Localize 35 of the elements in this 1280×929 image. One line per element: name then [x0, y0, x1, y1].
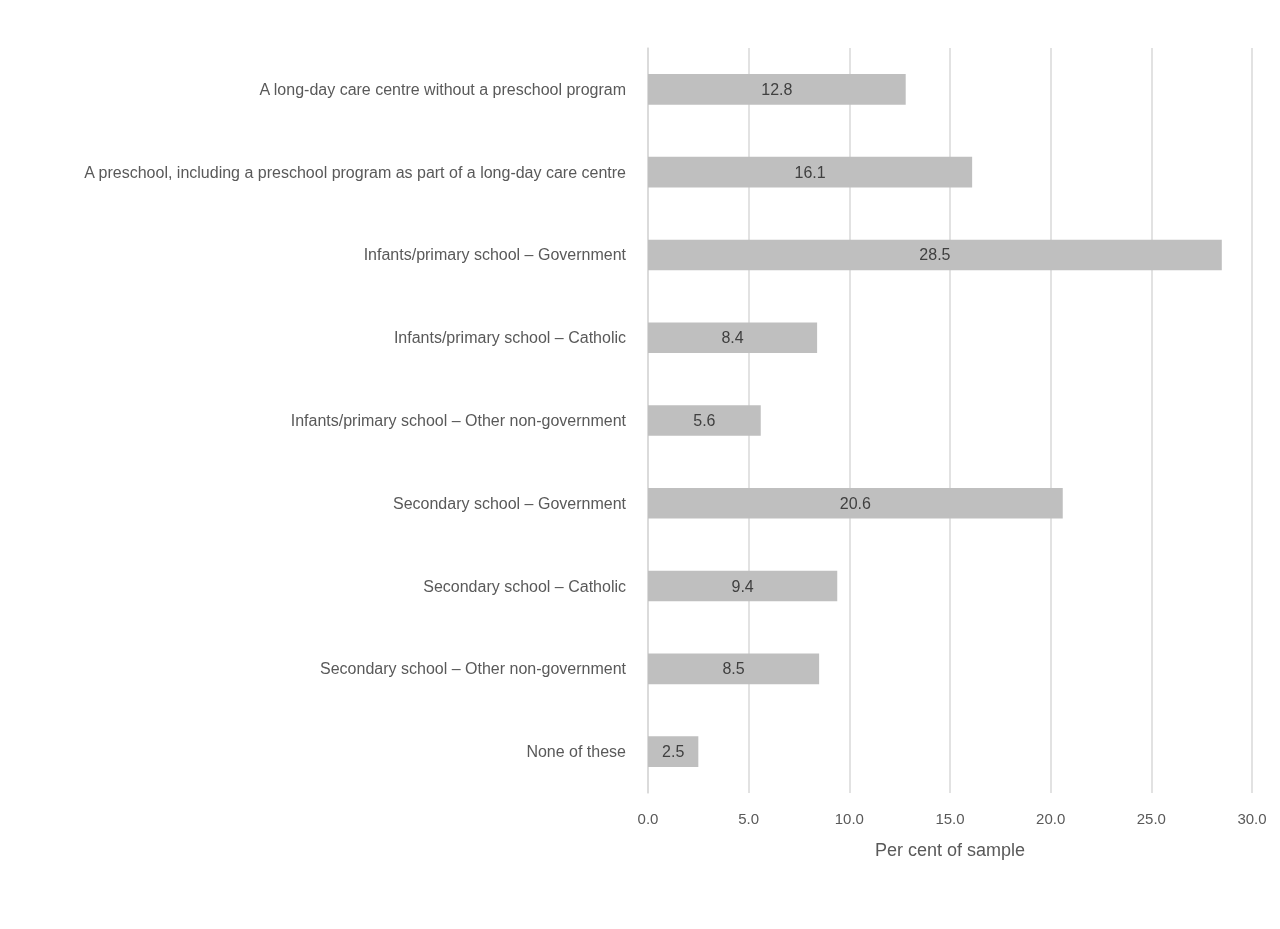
- bar: [648, 239, 1222, 271]
- x-tick-label: 0.0: [637, 810, 659, 827]
- y-tick-label: A preschool, including a preschool program as part of a long-day care centre: [84, 163, 627, 181]
- x-axis-title: Per cent of sample: [874, 840, 1026, 860]
- data-label: 20.6: [839, 494, 872, 512]
- bar: [648, 570, 838, 602]
- bar: [648, 487, 1063, 519]
- y-tick-label: Secondary school – Other non-government: [320, 660, 627, 678]
- data-label: 2.5: [662, 743, 685, 761]
- x-tick-label: 15.0: [935, 810, 965, 827]
- bar: [648, 736, 699, 767]
- y-tick-label: Infants/primary school – Catholic: [393, 329, 626, 347]
- data-label: 9.4: [731, 577, 754, 595]
- y-tick-label: Infants/primary school – Other non-government: [290, 412, 627, 429]
- bar: [648, 405, 761, 436]
- y-tick-label: Secondary school – Government: [392, 494, 627, 512]
- y-tick-label: Secondary school – Catholic: [423, 577, 626, 595]
- y-tick-label: None of these: [526, 743, 627, 761]
- x-tick-label: 5.0: [738, 810, 760, 827]
- x-tick-label: 20.0: [1036, 810, 1066, 827]
- x-tick-label: 25.0: [1136, 810, 1166, 827]
- y-tick-label: A long-day care centre without a preschool program: [259, 80, 626, 98]
- data-label: 16.1: [794, 163, 826, 181]
- x-tick-label: 10.0: [834, 810, 864, 827]
- data-label: 28.5: [919, 246, 951, 264]
- bar: [648, 156, 973, 188]
- bar: [648, 653, 820, 685]
- x-tick-label: 30.0: [1237, 810, 1267, 827]
- data-label: 8.5: [722, 660, 745, 678]
- y-tick-label: Infants/primary school – Government: [363, 246, 627, 264]
- bar: [648, 74, 906, 105]
- data-label: 12.8: [761, 80, 793, 98]
- bar: [648, 322, 818, 354]
- data-label: 5.6: [693, 412, 716, 429]
- data-label: 8.4: [721, 329, 744, 347]
